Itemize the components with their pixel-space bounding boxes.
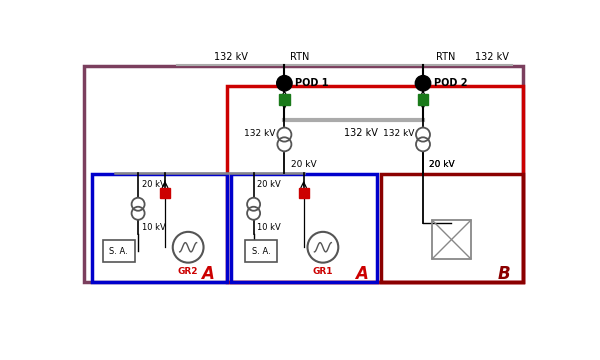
Text: 132 kV: 132 kV: [344, 128, 379, 138]
Circle shape: [308, 232, 338, 263]
Bar: [160, 188, 170, 198]
Text: 20 kV: 20 kV: [142, 180, 166, 189]
Text: GR1: GR1: [313, 266, 333, 275]
Text: A: A: [355, 265, 368, 283]
Text: 20 kV: 20 kV: [429, 160, 455, 169]
Bar: [432, 220, 471, 259]
Bar: [418, 94, 428, 105]
Circle shape: [173, 232, 203, 263]
Text: 20 kV: 20 kV: [429, 160, 455, 169]
Text: A: A: [201, 265, 214, 283]
Bar: [227, 86, 523, 282]
Text: S. A.: S. A.: [252, 247, 271, 256]
Circle shape: [415, 76, 431, 91]
Text: 132 kV: 132 kV: [214, 52, 247, 62]
Bar: [299, 188, 308, 198]
Bar: [92, 174, 227, 282]
Bar: [103, 240, 135, 262]
Text: 132 kV: 132 kV: [475, 52, 509, 62]
Text: 132 kV: 132 kV: [244, 130, 275, 139]
Text: 20 kV: 20 kV: [257, 180, 281, 189]
Bar: [84, 66, 523, 282]
Bar: [230, 174, 377, 282]
Text: 10 kV: 10 kV: [142, 224, 166, 233]
Text: S. A.: S. A.: [109, 247, 128, 256]
Text: 20 kV: 20 kV: [290, 160, 316, 169]
Bar: [279, 94, 290, 105]
Text: RTN: RTN: [290, 52, 310, 62]
Bar: [380, 174, 523, 282]
Bar: [245, 240, 277, 262]
Text: GR2: GR2: [178, 266, 199, 275]
Text: POD 2: POD 2: [434, 78, 467, 88]
Text: RTN: RTN: [436, 52, 456, 62]
Text: B: B: [497, 265, 510, 283]
Text: 10 kV: 10 kV: [257, 224, 281, 233]
Circle shape: [277, 76, 292, 91]
Text: POD 1: POD 1: [295, 78, 329, 88]
Text: 132 kV: 132 kV: [383, 130, 414, 139]
